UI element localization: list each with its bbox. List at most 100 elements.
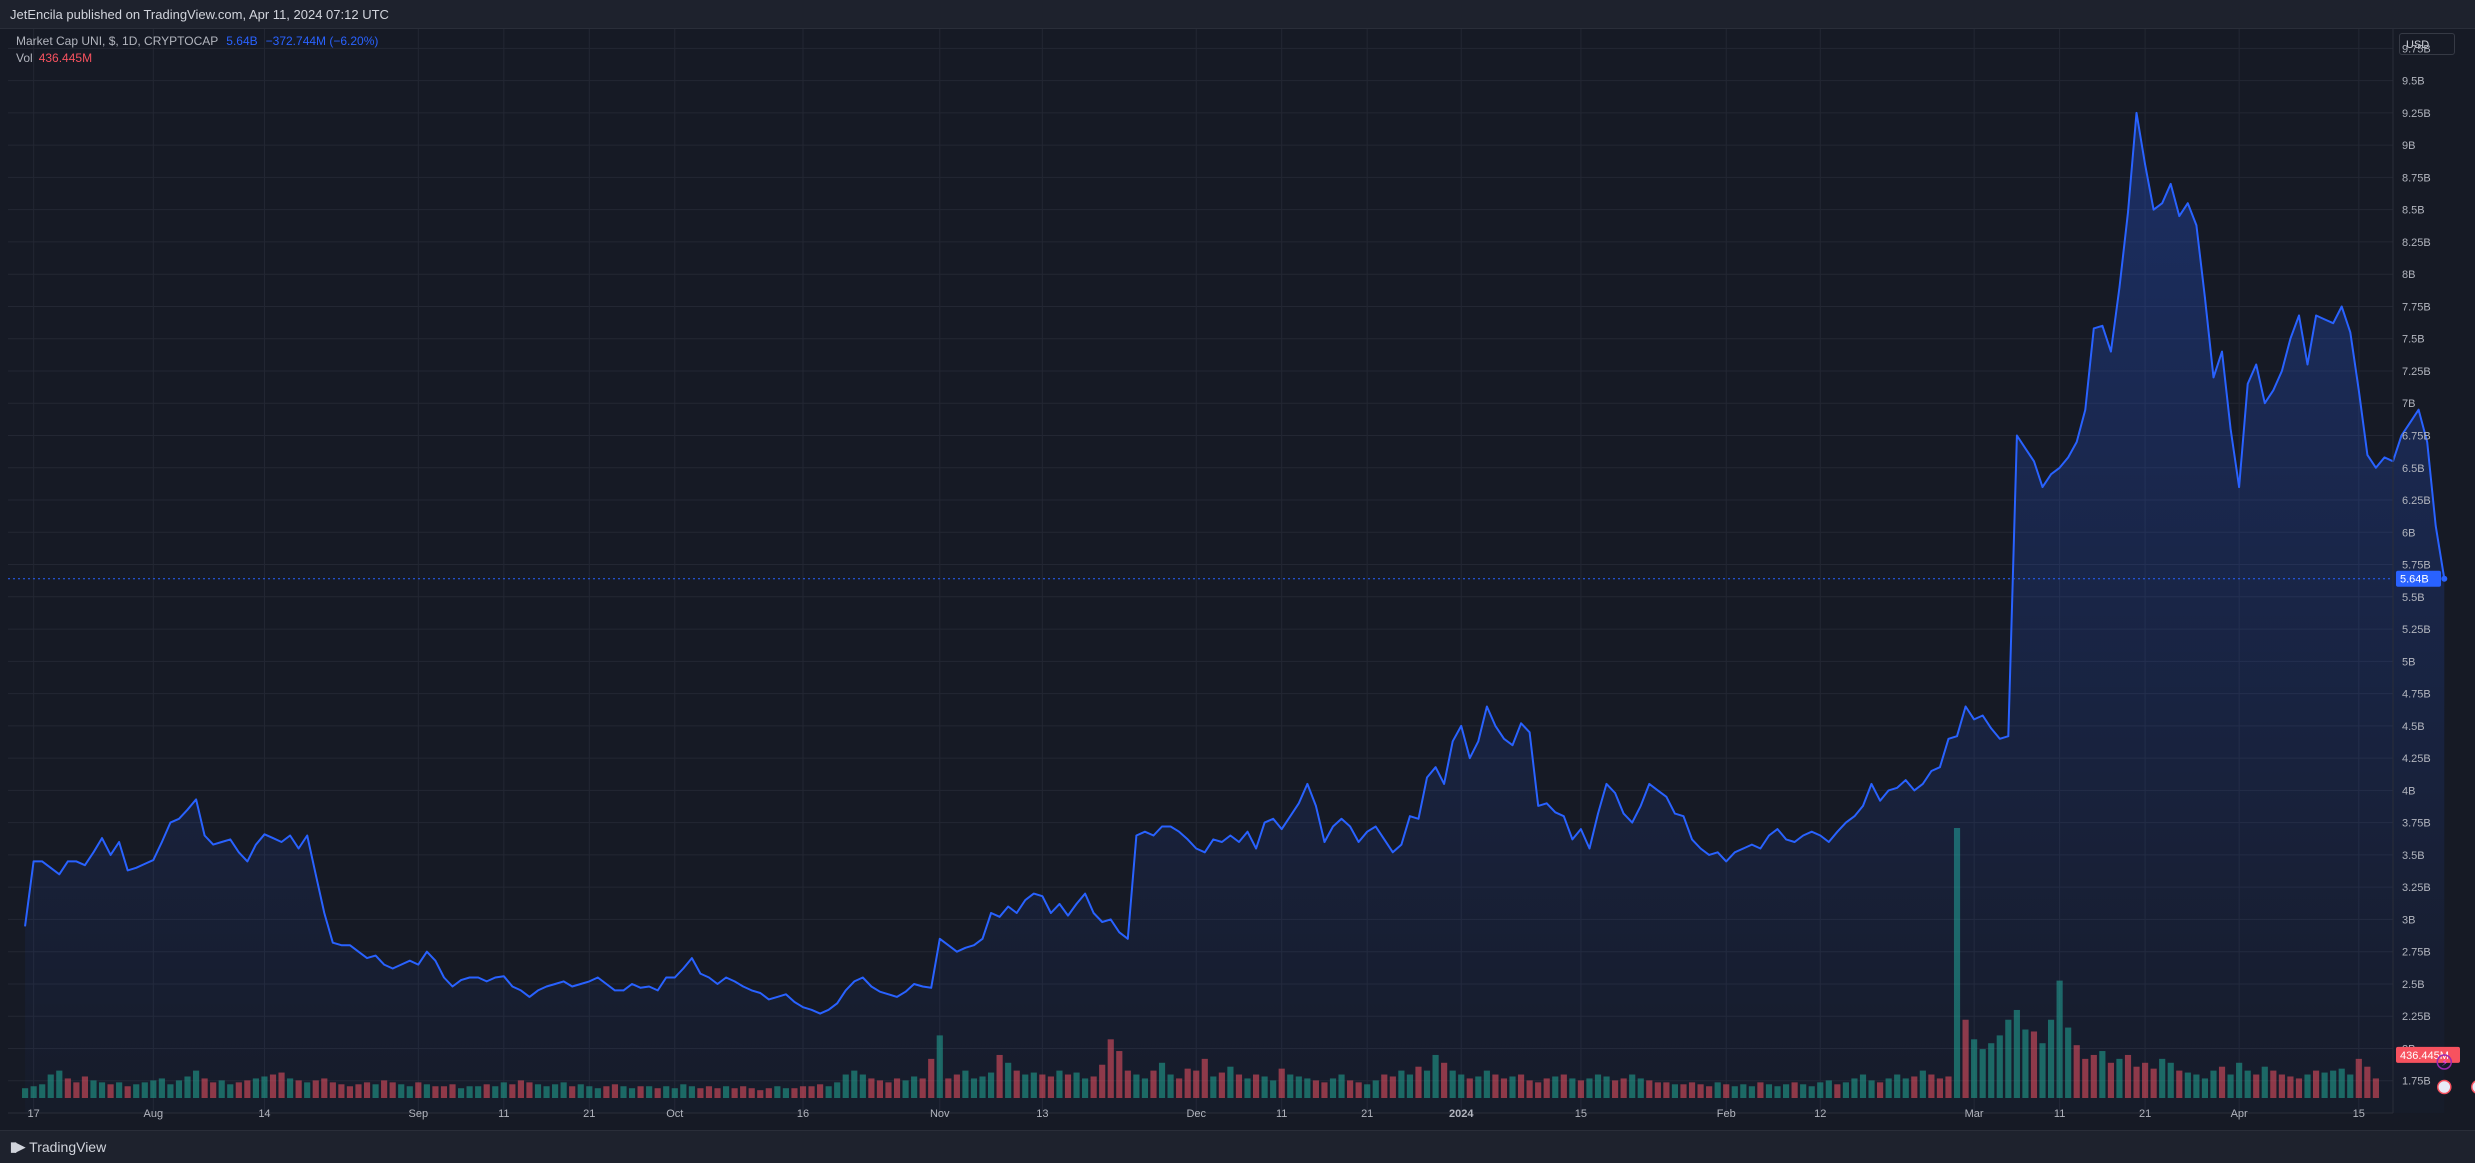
price-point [1545, 802, 1548, 805]
price-point [520, 989, 522, 992]
price-point [2007, 735, 2010, 737]
publish-info: JetEncila published on TradingView.com, … [10, 7, 389, 22]
price-point [2272, 389, 2275, 392]
price-point [597, 976, 599, 979]
legend-symbol[interactable]: Market Cap UNI, $, 1D, CRYPTOCAP [16, 34, 219, 48]
price-point [1622, 812, 1625, 815]
price-point [1434, 766, 1437, 768]
price-point [1332, 825, 1334, 828]
price-point [1939, 766, 1941, 768]
price-point [913, 983, 915, 985]
y-tick-label: 6.5B [2402, 463, 2425, 475]
price-point [819, 1012, 821, 1015]
legend-volume-name[interactable]: Vol [16, 51, 33, 65]
price-point [178, 817, 180, 820]
price-point [195, 798, 197, 801]
x-tick-label: 11 [1276, 1108, 1287, 1120]
x-tick-label: Oct [666, 1108, 683, 1120]
price-point [1263, 821, 1266, 824]
price-point [460, 979, 462, 981]
x-tick-label: Nov [930, 1108, 950, 1120]
price-point [2417, 408, 2420, 411]
price-point [511, 985, 514, 988]
price-point [1528, 731, 1531, 734]
price-point [1221, 841, 1223, 843]
price-point [1793, 841, 1796, 843]
price-point [1819, 834, 1822, 837]
price-point [2204, 296, 2206, 299]
price-chart[interactable]: 1.75B2B2.25B2.5B2.75B3B3.25B3.5B3.75B4B4… [0, 0, 2475, 1130]
y-tick-label: 4.75B [2402, 689, 2431, 701]
price-point [306, 834, 308, 837]
x-tick-label: 11 [498, 1108, 509, 1120]
price-point [58, 873, 61, 876]
tradingview-logo[interactable]: ▮▶ TradingView [10, 1139, 106, 1155]
x-tick-label: 14 [258, 1108, 270, 1120]
us-flag-icon [2437, 1079, 2452, 1095]
price-point [1614, 792, 1616, 794]
price-point [793, 1001, 796, 1003]
y-tick-label: 1.75B [2402, 1076, 2431, 1088]
price-point [2110, 350, 2112, 353]
price-area-fill [25, 112, 2445, 1113]
price-point [1203, 851, 1206, 854]
price-point [169, 821, 172, 824]
y-tick-label: 5.5B [2402, 592, 2425, 604]
price-point [246, 860, 249, 863]
x-tick-label: 15 [1575, 1108, 1587, 1120]
price-point [1588, 847, 1591, 850]
x-tick-label: Mar [1965, 1108, 1984, 1120]
price-point [1511, 744, 1514, 747]
price-point [571, 985, 573, 988]
price-point [1374, 825, 1377, 828]
price-point [2058, 466, 2061, 469]
price-point [297, 847, 300, 850]
price-point [1554, 811, 1557, 814]
price-point [990, 912, 992, 914]
price-point [1255, 847, 1257, 850]
y-tick-label: 8.75B [2402, 172, 2431, 184]
price-point [1904, 779, 1907, 781]
currency-selector[interactable]: USD [2399, 33, 2455, 55]
price-point [1246, 830, 1249, 833]
price-point [862, 976, 864, 979]
x-tick-label: Feb [1717, 1108, 1736, 1120]
x-tick-label: 16 [797, 1108, 809, 1120]
top-bar: JetEncila published on TradingView.com, … [0, 0, 2475, 29]
price-point [1468, 757, 1471, 759]
price-point [391, 967, 394, 970]
price-point [434, 959, 437, 962]
price-point [2246, 383, 2249, 385]
price-point [1058, 903, 1061, 905]
us-flag-icon [2471, 1080, 2475, 1094]
price-point [143, 863, 146, 865]
price-point [1383, 838, 1386, 841]
price-point [1400, 843, 1403, 846]
price-point [1417, 817, 1420, 820]
price-point [1460, 725, 1463, 727]
price-point [2375, 466, 2377, 469]
price-point [853, 980, 856, 983]
y-tick-label: 5.25B [2402, 624, 2431, 636]
price-point [1597, 812, 1599, 815]
tradingview-logo-icon: ▮▶ [10, 1139, 25, 1154]
price-point [2349, 331, 2352, 334]
price-point [2033, 460, 2035, 463]
price-point [759, 992, 762, 994]
price-point [1887, 789, 1890, 792]
y-tick-label: 9.5B [2402, 76, 2425, 88]
price-point [485, 980, 488, 983]
y-tick-label: 5B [2402, 656, 2415, 668]
tradingview-brand: TradingView [29, 1139, 107, 1155]
price-point [357, 950, 360, 953]
price-point [870, 985, 873, 988]
price-point [1272, 817, 1274, 820]
price-point [1913, 789, 1916, 792]
price-point [1853, 815, 1856, 817]
price-point [1366, 830, 1368, 833]
price-point [1477, 740, 1480, 743]
price-point [2323, 318, 2326, 321]
price-point [92, 851, 95, 854]
price-point [1699, 847, 1702, 850]
price-point [1580, 828, 1582, 830]
